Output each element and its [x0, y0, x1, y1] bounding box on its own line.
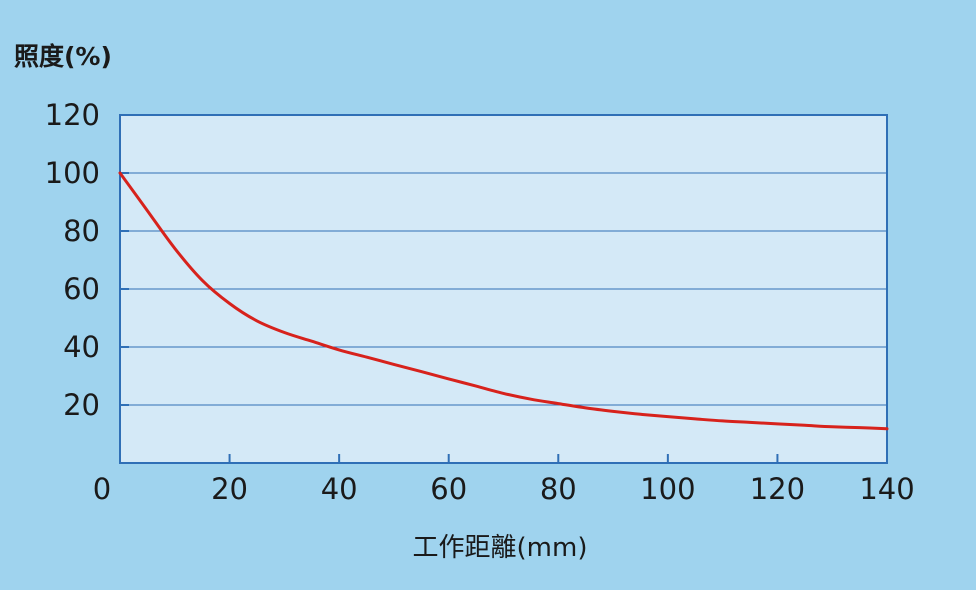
- x-tick-label: 100: [640, 472, 695, 506]
- x-tick-label: 60: [430, 472, 467, 506]
- y-tick-label: 80: [63, 214, 100, 248]
- y-tick-label: 40: [63, 330, 100, 364]
- illuminance-curve: [118, 171, 889, 431]
- x-tick-label: 0: [93, 472, 111, 506]
- y-tick-label: 120: [45, 98, 100, 132]
- y-tick-label: 60: [63, 272, 100, 306]
- x-tick-label: 140: [859, 472, 914, 506]
- y-tick-label: 100: [45, 156, 100, 190]
- x-tick-label: 20: [211, 472, 248, 506]
- x-tick-label: 40: [321, 472, 358, 506]
- y-axis-label: 照度(%): [14, 42, 112, 71]
- y-tick-label: 20: [63, 388, 100, 422]
- x-axis-label: 工作距離(mm): [413, 533, 588, 563]
- x-tick-label: 80: [540, 472, 577, 506]
- x-tick-label: 120: [750, 472, 805, 506]
